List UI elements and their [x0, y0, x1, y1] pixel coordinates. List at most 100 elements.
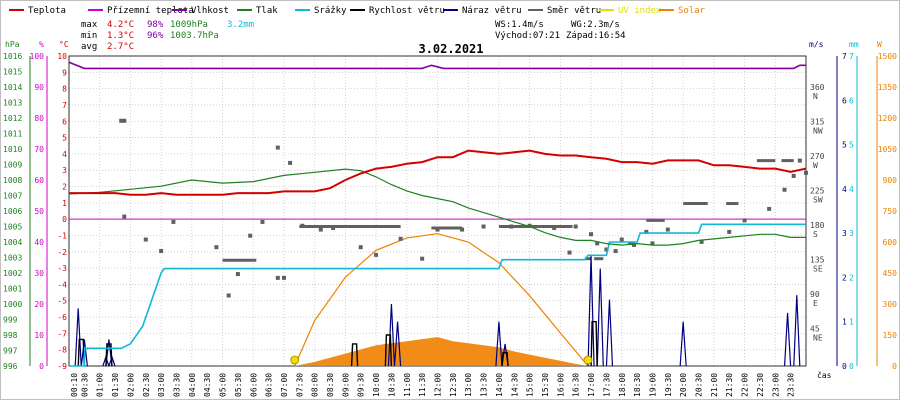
axis-temp-tick: 10 — [57, 52, 67, 61]
uv-marker — [583, 355, 593, 365]
wind-dir-point — [374, 252, 379, 257]
axis-time-tick: 21:30 — [725, 373, 734, 397]
wind-dir-point — [460, 227, 465, 232]
axis-time-tick: 02:30 — [142, 373, 151, 397]
gust-peak — [74, 308, 82, 367]
axis-ms-tick: 0 — [842, 362, 847, 371]
axis-temp-tick: -6 — [57, 313, 67, 322]
wind-dir-point — [742, 218, 747, 223]
axis-time-tick: 19:00 — [648, 373, 657, 397]
axis-time-tick: 04:30 — [203, 373, 212, 397]
axis-time-label: čas — [817, 370, 832, 380]
axis-dir-tick: 180 — [810, 221, 825, 230]
wind-dir-point — [281, 275, 286, 280]
axis-temp-unit: °C — [59, 40, 69, 49]
axis-temp-tick: 8 — [62, 85, 67, 94]
axis-temp-tick: 0 — [62, 215, 67, 224]
wind-dir-point — [595, 241, 600, 246]
axis-time-tick: 07:00 — [280, 373, 289, 397]
axis-time-tick: 01:00 — [96, 373, 105, 397]
axis-mm-unit: mm — [849, 40, 859, 49]
wind-dir-point — [481, 224, 486, 229]
axis-hpa-tick: 998 — [3, 331, 18, 340]
axis-temp-tick: 7 — [62, 101, 67, 110]
axis-pct-tick: 60 — [34, 176, 44, 185]
plot-frame — [68, 55, 807, 367]
wind-dir-point — [797, 158, 802, 163]
axis-hpa-tick: 1012 — [3, 114, 22, 123]
legend-label-temp: Teplota — [28, 6, 66, 16]
axis-time-tick: 03:00 — [157, 373, 166, 397]
axis-solar-tick: 900 — [883, 176, 898, 185]
axis-time-tick: 08:30 — [326, 373, 335, 397]
axis-time-tick: 03:30 — [172, 373, 181, 397]
stats-panel: max 4.2°C 98% 1009hPa 3.2mm min 1.3°C 96… — [81, 20, 626, 52]
solar-area — [294, 337, 588, 366]
legend-label-dir: Směr větru — [547, 6, 601, 16]
wind-dir-point — [331, 226, 336, 231]
axis-temp-tick: 1 — [62, 199, 67, 208]
pressure-line — [68, 168, 806, 246]
wind-dir-point — [804, 170, 808, 175]
axis-dir-tick: 360 — [810, 83, 825, 92]
axis-ms-unit: m/s — [809, 40, 824, 49]
axis-time-tick: 19:30 — [664, 373, 673, 397]
wind-dir-point — [275, 275, 280, 280]
stat-max-rain: 3.2mm — [227, 20, 254, 30]
stat-min-temp: 1.3°C — [107, 31, 134, 41]
wind-dir-point — [260, 219, 265, 224]
axis-time-tick: 12:00 — [434, 373, 443, 397]
temperature-line — [69, 149, 807, 196]
wind-speed-peak — [105, 343, 113, 367]
axis-time-tick: 23:30 — [787, 373, 796, 397]
gust-peak — [495, 321, 503, 367]
axis-dir-name: SW — [813, 196, 823, 205]
stat-min-hum: 96% — [147, 31, 164, 41]
axis-time-tick: 06:30 — [265, 373, 274, 397]
axis-pct-tick: 30 — [34, 269, 44, 278]
gust-peak — [679, 321, 687, 367]
wind-dir-point — [699, 239, 704, 244]
wind-dir-point — [573, 224, 578, 229]
gust-peak — [393, 321, 402, 367]
axis-temp-tick: 9 — [62, 68, 67, 77]
axis-dir-name: SE — [813, 265, 823, 274]
wind-dir-point — [143, 237, 148, 242]
wind-dir-point — [644, 229, 649, 234]
axis-time-tick: 11:00 — [403, 373, 412, 397]
axis-hpa-tick: 1001 — [3, 285, 22, 294]
axis-solar-tick: 0 — [892, 362, 897, 371]
axis-time-tick: 15:00 — [526, 373, 535, 397]
wind-dir-point — [567, 250, 572, 255]
axis-time-tick: 09:00 — [341, 373, 350, 397]
axis-time-tick: 04:00 — [188, 373, 197, 397]
wind-dir-point — [288, 160, 293, 165]
legend-label-uv: UV index — [618, 6, 662, 16]
axis-mm-tick: 7 — [849, 52, 854, 61]
stat-max-press: 1009hPa — [170, 20, 208, 30]
gust-peak — [783, 312, 792, 367]
axis-solar-tick: 450 — [883, 269, 898, 278]
axis-hpa-tick: 1000 — [3, 300, 22, 309]
axis-time-tick: 17:30 — [602, 373, 611, 397]
axis-pct-tick: 40 — [34, 238, 44, 247]
gust-peak — [793, 295, 801, 367]
wind-dir-point — [420, 256, 425, 261]
wind-dir-point — [782, 187, 787, 192]
axis-time-tick: 22:30 — [756, 373, 765, 397]
chart-title: 3.02.2021 — [418, 42, 483, 56]
gust-peak — [605, 299, 614, 367]
axis-ms-tick: 1 — [842, 318, 847, 327]
stat-wg: WG:2.3m/s — [571, 20, 620, 30]
axis-temp-tick: -8 — [57, 346, 67, 355]
axis-dir-tick: 90 — [810, 290, 820, 299]
legend-label-press: Tlak — [256, 6, 278, 16]
wind-speed-peak — [501, 352, 509, 367]
wind-speed-peak — [384, 334, 393, 367]
axis-solar-tick: 1050 — [878, 145, 897, 154]
axis-pct-tick: 100 — [30, 52, 45, 61]
axis-time-tick: 12:30 — [449, 373, 458, 397]
axis-dir-name: N — [813, 92, 818, 101]
